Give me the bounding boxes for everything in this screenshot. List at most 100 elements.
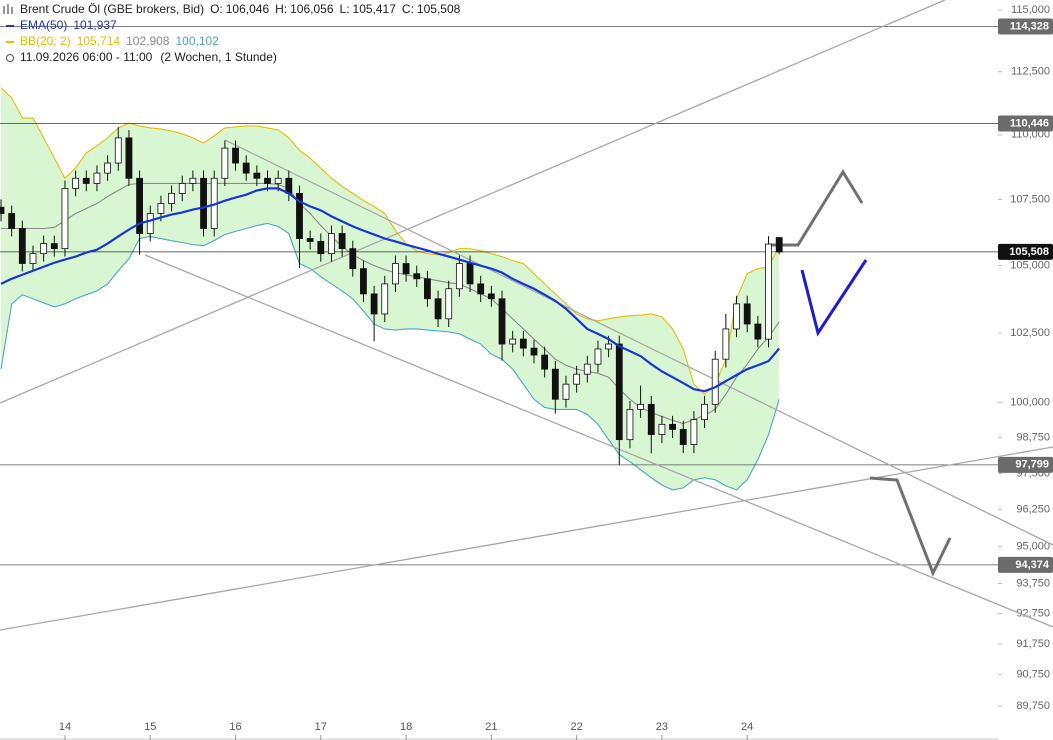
candle-body [637, 403, 644, 410]
candle-body [605, 343, 613, 350]
level-box [998, 456, 1053, 473]
candle-body [125, 137, 133, 179]
candle-body [40, 243, 48, 255]
x-tick-label: 24 [741, 721, 753, 733]
candle-body [93, 172, 101, 184]
candle-body [498, 298, 506, 345]
candle-body [114, 137, 122, 164]
ohlc-value: 106,056 [290, 2, 334, 16]
candle-body [402, 263, 410, 275]
y-tick-label: 96,250 [1016, 504, 1050, 516]
candle-body [82, 177, 90, 184]
candle-body [381, 283, 389, 315]
level-label: 110,446 [1010, 117, 1049, 129]
x-tick-label: 14 [59, 721, 71, 733]
candle-body [189, 177, 197, 184]
y-tick-label: 100,000 [1010, 396, 1050, 408]
y-tick-label: 90,750 [1016, 669, 1050, 681]
candle-body [168, 192, 175, 204]
candle-body [487, 293, 495, 300]
candle-body [264, 177, 271, 184]
candle-body [349, 248, 357, 270]
candle-body [466, 263, 474, 285]
y-tick-label: 112,500 [1011, 66, 1050, 78]
candle-body [743, 303, 751, 325]
candle-body [658, 423, 666, 435]
ema-line [0, 187, 781, 393]
candle-body [29, 253, 37, 264]
candle-body [423, 278, 431, 300]
trend-line [224, 139, 1053, 546]
candle-body [711, 358, 719, 405]
candle-body [50, 243, 58, 250]
candle-body [573, 373, 581, 385]
y-tick-label: 107,500 [1010, 193, 1050, 205]
instrument-title: Brent Crude Öl (GBE brokers, Bid) [20, 2, 204, 16]
candle-body [722, 328, 730, 360]
period: (2 Wochen, 1 Stunde) [160, 50, 277, 64]
candle-body [221, 147, 229, 179]
candle-body [701, 403, 708, 420]
y-tick-label: 93,750 [1016, 577, 1050, 589]
legend-row: 11.09.2026 06:00 - 11:00 (2 Wochen, 1 Stu… [20, 50, 277, 64]
candle-body [242, 162, 250, 174]
candle-body [647, 403, 655, 435]
legend-row: BB(20; 2) 105,714 102,908 100,102 [20, 34, 219, 48]
x-tick-label: 23 [656, 721, 668, 733]
level-box [998, 115, 1053, 132]
candle-body [328, 233, 335, 255]
ohlc-name: C: [402, 2, 414, 16]
candle-body [200, 177, 207, 229]
candle-body [669, 423, 676, 430]
ohlc-value: 105,417 [353, 2, 397, 16]
price-labels: 114,328 110,446 97,799 94,374 105,508 [998, 18, 1053, 573]
candle-body [285, 177, 293, 194]
legend-row: Brent Crude Öl (GBE brokers, Bid) O: 106,0… [20, 2, 461, 16]
axis-layer: 115,000 112,500 110,000 107,500 105,000 102,5… [0, 4, 1050, 740]
candle-body [306, 238, 314, 242]
chart-icon [3, 4, 13, 14]
clock-icon [6, 54, 14, 62]
candle-body [551, 368, 559, 400]
x-tick-label: 22 [571, 721, 583, 733]
level-box [998, 18, 1053, 35]
candle-body [541, 354, 549, 370]
candle-body [146, 213, 154, 234]
legend-label: BB(20; 2) [20, 34, 71, 48]
candle-body [370, 293, 378, 315]
candle-body [157, 203, 165, 214]
candle-layer [0, 127, 783, 465]
candle-body [765, 243, 772, 340]
y-tick-label: 115,000 [1011, 4, 1050, 16]
band-lower [0, 222, 780, 491]
y-tick-label: 89,750 [1016, 700, 1050, 712]
legend-value: 100,102 [175, 34, 219, 48]
candle-body [626, 408, 634, 441]
drawings [0, 0, 1053, 631]
candle-body [690, 419, 698, 445]
legend: Brent Crude Öl (GBE brokers, Bid) O: 106,0… [3, 2, 461, 64]
x-tick-label: 18 [400, 721, 412, 733]
candle-body [530, 347, 538, 356]
projection-down [869, 476, 952, 577]
candle-body [679, 429, 687, 445]
y-tick-label: 105,000 [1010, 259, 1050, 271]
candle-body [519, 338, 527, 349]
candle-body [360, 268, 367, 295]
legend-row: EMA(50) 101,937 [20, 18, 117, 32]
y-tick-label: 102,500 [1010, 327, 1050, 339]
candle-body [413, 273, 421, 280]
candle-body [72, 177, 80, 189]
candle-body [733, 303, 740, 330]
level-label: 97,799 [1015, 459, 1049, 471]
ohlc-value: 105,508 [417, 2, 461, 16]
legend-value: 101,937 [73, 18, 117, 32]
legend-value: 105,714 [77, 34, 121, 48]
x-tick-label: 21 [485, 721, 497, 733]
candle-body [136, 177, 143, 234]
candle-body [583, 363, 591, 375]
candle-body [61, 188, 69, 250]
candle-body [296, 192, 303, 239]
y-tick-label: 98,750 [1016, 432, 1050, 444]
